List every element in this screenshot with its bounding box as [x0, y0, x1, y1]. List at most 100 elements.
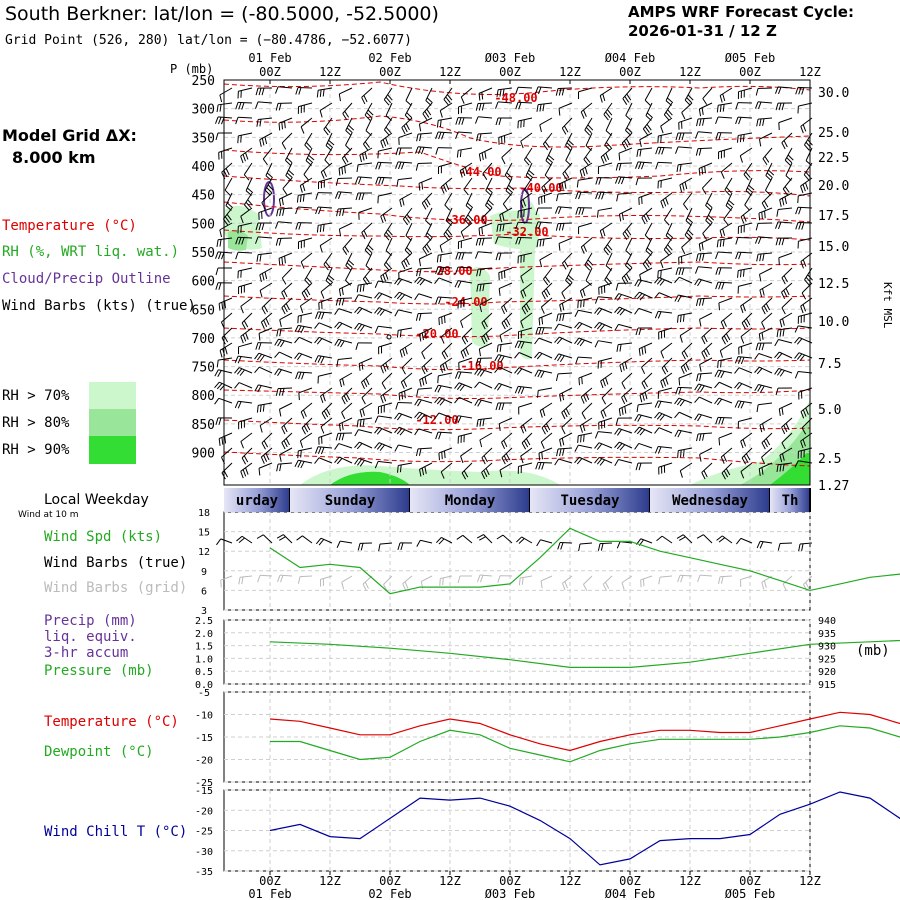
upper-wind-barb-274-flag-0 [295, 222, 299, 230]
upper-wind-barb-40 [422, 102, 433, 120]
weekday-cell-4 [650, 488, 770, 512]
upper-wind-barb-268 [776, 207, 793, 217]
upper-wind-barb-348-flag-2 [587, 259, 594, 266]
upper-wind-barb-195-staff [523, 177, 533, 190]
wind-speed-ytick-5: 3 [201, 606, 207, 617]
wind-chill-ytick-3: -30 [195, 847, 213, 858]
upper-wind-barb-43-flag-2 [481, 103, 485, 111]
upper-wind-barb-386-staff [738, 267, 753, 272]
upper-wind-barb-371-flag-2 [441, 267, 445, 275]
upper-wind-barb-753-flag-0 [276, 464, 279, 472]
upper-wind-barb-757 [354, 457, 373, 467]
upper-wind-barb-322-flag-0 [663, 249, 670, 256]
upper-wind-barb-655-staff [718, 397, 733, 404]
upper-wind-barb-144 [695, 147, 713, 156]
upper-wind-barb-278-staff [383, 222, 393, 235]
upper-wind-barb-673-flag-1 [479, 419, 482, 427]
upper-wind-barb-707 [559, 432, 573, 447]
wind-speed-panel-frame [223, 511, 811, 611]
upper-wind-barb-153-flag-1 [286, 172, 293, 179]
upper-wind-barb-634-staff [300, 402, 313, 413]
upper-wind-barb-650-flag-1 [621, 407, 624, 415]
upper-wind-barb-657 [756, 402, 773, 413]
upper-wind-barb-694-flag-0 [299, 440, 304, 448]
contour-label-1: -44.00 [458, 165, 501, 179]
upper-wind-barb-414-flag-1 [697, 279, 702, 287]
upper-wind-barb-438-flag-0 [577, 300, 579, 309]
upper-wind-barb-21-flag-0 [644, 99, 651, 106]
upper-wind-barb-363-staff [281, 267, 293, 279]
upper-wind-barb-748-staff [779, 447, 793, 456]
upper-wind-barb-657-staff [758, 402, 773, 406]
upper-wind-barb-724-flag-1 [300, 450, 302, 458]
upper-wind-barb-732-staff [460, 447, 473, 457]
upper-wind-barb-530 [616, 342, 633, 352]
upper-wind-barb-47 [558, 102, 573, 116]
upper-wind-barb-571-staff [238, 367, 253, 374]
upper-wind-barb-249-flag-2 [406, 214, 412, 221]
upper-wind-barb-316-flag-2 [542, 238, 545, 247]
upper-wind-barb-31-staff [237, 101, 253, 104]
upper-wind-barb-565 [717, 357, 733, 369]
upper-wind-barb-524-flag-0 [496, 344, 499, 353]
upper-wind-barb-513 [274, 338, 293, 348]
surface-wind-barb-grid-19 [602, 575, 613, 591]
upper-wind-barb-284-flag-1 [499, 224, 502, 232]
upper-wind-barb-460-staff [417, 312, 433, 315]
weekday-cell-3 [530, 488, 650, 512]
upper-wind-barb-622-flag-0 [657, 391, 659, 399]
upper-wind-barb-243-flag-2 [282, 208, 285, 216]
upper-wind-barb-594-staff [698, 372, 713, 375]
upper-wind-barb-635-flag-2 [325, 408, 331, 416]
upper-wind-barb-24 [702, 87, 713, 105]
upper-wind-barb-77 [561, 117, 573, 135]
upper-wind-barb-111 [639, 132, 653, 147]
upper-wind-barb-366-staff [345, 267, 353, 281]
upper-wind-barb-10-flag-1 [426, 97, 433, 104]
upper-wind-barb-490-flag-2 [424, 331, 427, 339]
upper-wind-barb-257-flag-1 [557, 206, 562, 215]
surface-wind-barb-true-11-flag-1 [438, 538, 445, 545]
upper-wind-barb-216 [334, 191, 353, 200]
upper-wind-barb-393-flag-0 [281, 292, 286, 300]
upper-wind-barb-726-staff [338, 443, 353, 449]
upper-wind-barb-176-flag-0 [743, 174, 749, 181]
upper-wind-barb-252-flag-1 [465, 217, 472, 224]
upper-wind-barb-688-staff [781, 417, 793, 428]
upper-wind-barb-554-staff [498, 354, 513, 359]
upper-wind-barb-521-staff [441, 342, 453, 354]
upper-wind-barb-725-flag-0 [314, 446, 319, 454]
upper-wind-barb-87 [756, 117, 773, 127]
upper-wind-barb-580-flag-0 [419, 379, 422, 387]
upper-wind-barb-459-staff [398, 309, 413, 314]
upper-wind-barb-606 [341, 387, 353, 405]
upper-wind-barb-466-staff [538, 312, 553, 319]
upper-wind-barb-0-flag-0 [219, 94, 223, 103]
upper-wind-barb-754-flag-2 [300, 461, 305, 469]
upper-wind-barb-472-flag-1 [657, 311, 662, 319]
upper-wind-barb-586 [534, 369, 553, 378]
upper-wind-barb-443-flag-1 [677, 295, 682, 303]
upper-wind-barb-394-flag-1 [303, 290, 309, 298]
upper-wind-barb-683-flag-0 [674, 411, 680, 419]
upper-wind-barb-560-flag-0 [619, 364, 623, 373]
upper-wind-barb-58 [775, 102, 793, 111]
upper-wind-barb-374-flag-0 [498, 272, 500, 280]
upper-wind-barb-339-flag-2 [405, 258, 410, 266]
upper-wind-barb-707-flag-1 [561, 438, 565, 446]
upper-wind-barb-284 [496, 222, 513, 232]
upper-wind-barb-168-staff [579, 162, 593, 171]
pressure-tick-600: 600 [192, 275, 215, 290]
upper-wind-barb-370-staff [417, 267, 433, 270]
upper-wind-barb-8-flag-1 [385, 96, 392, 104]
upper-wind-barb-472-flag-0 [654, 311, 659, 319]
upper-wind-barb-342-flag-1 [458, 252, 462, 260]
upper-wind-barb-256 [535, 207, 553, 216]
surface-wind-barb-true-22-flag-0 [656, 535, 663, 542]
weekday-cell-5 [770, 488, 810, 512]
upper-wind-barb-78-flag-1 [585, 127, 592, 134]
surface-wind-barb-true-29-flag-0 [798, 543, 801, 552]
upper-wind-barb-60-flag-0 [215, 116, 219, 124]
upper-wind-barb-762-flag-0 [461, 472, 467, 480]
upper-wind-barb-776 [740, 462, 753, 479]
